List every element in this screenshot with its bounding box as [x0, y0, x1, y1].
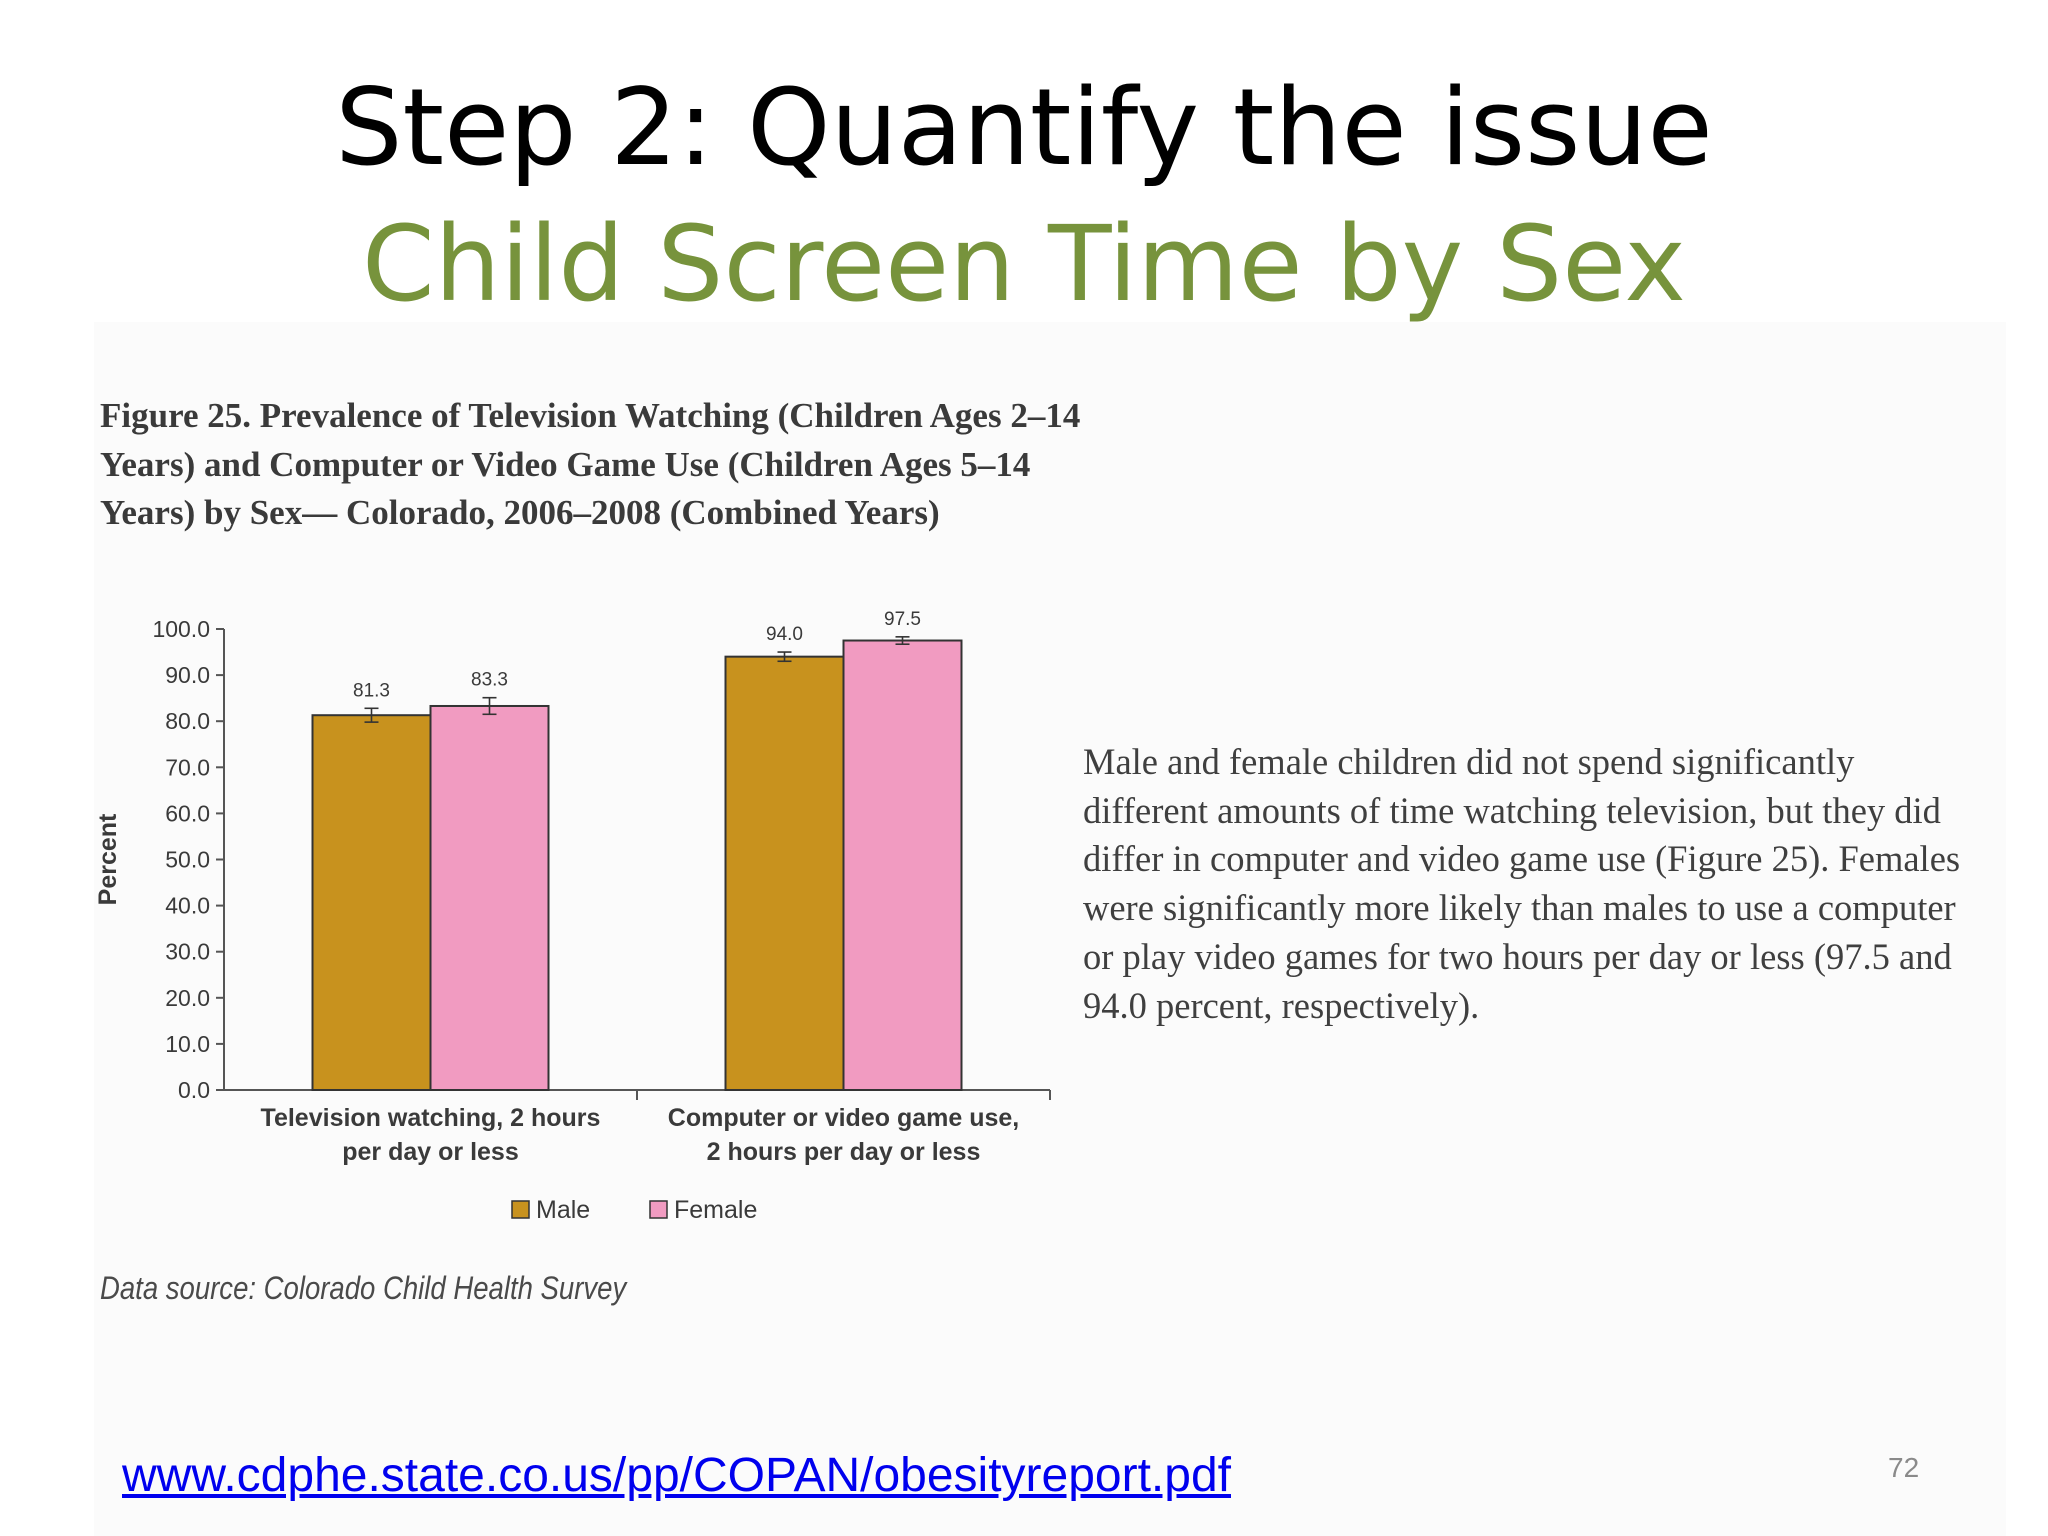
figure-caption: Figure 25. Prevalence of Television Watc… — [100, 396, 1081, 532]
x-category-label: per day or less — [342, 1138, 518, 1166]
legend-swatch-male — [511, 1200, 530, 1219]
y-tick-label: 100.0 — [152, 616, 210, 642]
y-tick-label: 40.0 — [165, 893, 210, 919]
legend-label-female: Female — [674, 1196, 757, 1224]
y-tick-label: 50.0 — [165, 847, 210, 873]
y-tick-label: 0.0 — [178, 1077, 210, 1103]
bar-chart: 0.0 10.0 20.0 30.0 40.0 50.0 60.0 70.0 80.0 90.0 1… — [94, 609, 1051, 1224]
data-label: 81.3 — [353, 680, 390, 701]
bar-female — [842, 639, 963, 1092]
y-tick-label: 10.0 — [165, 1031, 210, 1057]
body-text: Male and female children did not spend s… — [1083, 741, 1961, 1026]
legend-label-male: Male — [536, 1196, 590, 1224]
slide-subtitle: Child Screen Time by Sex — [362, 203, 1686, 325]
y-tick-label: 20.0 — [165, 985, 210, 1011]
bar-male — [311, 714, 432, 1091]
slide-title: Step 2: Quantify the issue — [335, 66, 1713, 189]
y-tick-label: 30.0 — [165, 939, 210, 965]
source-link[interactable]: www.cdphe.state.co.us/pp/COPAN/obesityre… — [122, 1449, 1231, 1502]
x-category-label: 2 hours per day or less — [707, 1138, 981, 1166]
y-tick-label: 70.0 — [165, 754, 210, 780]
page-number: 72 — [1888, 1452, 1920, 1483]
y-tick-label: 90.0 — [165, 662, 210, 688]
y-tick-label: 80.0 — [165, 708, 210, 734]
y-tick-label: 60.0 — [165, 800, 210, 826]
bar-male — [724, 655, 845, 1091]
y-axis-title: Percent — [94, 813, 122, 905]
bar-female — [429, 704, 550, 1091]
data-label: 94.0 — [766, 624, 803, 645]
x-category-label: Computer or video game use, — [668, 1104, 1019, 1132]
data-label: 83.3 — [471, 670, 508, 691]
legend-swatch-female — [649, 1200, 668, 1219]
data-source-note: Data source: Colorado Child Health Surve… — [100, 1270, 627, 1306]
x-category-label: Television watching, 2 hours — [261, 1104, 601, 1132]
data-label: 97.5 — [884, 609, 921, 630]
